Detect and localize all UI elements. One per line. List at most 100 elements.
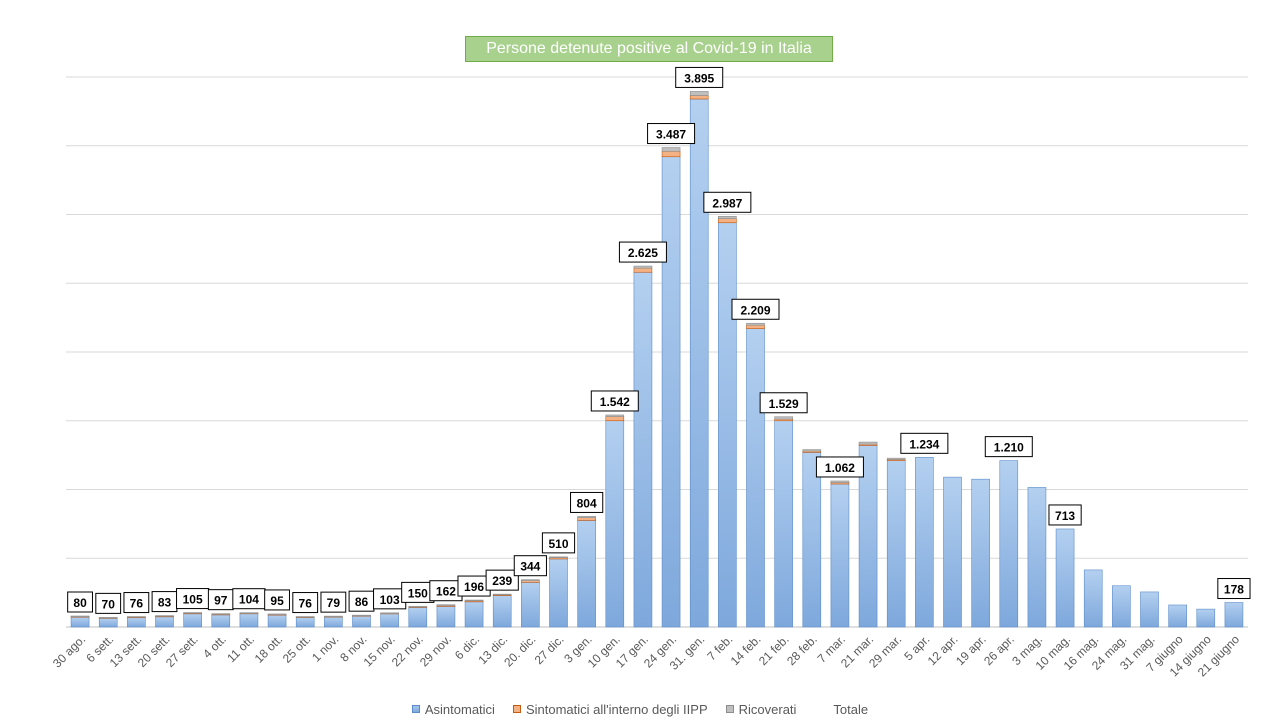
label-text: 95 bbox=[270, 594, 284, 608]
total-label: 2.625 bbox=[618, 241, 667, 263]
legend-swatch-blue bbox=[411, 705, 420, 713]
label-text: 162 bbox=[436, 585, 456, 599]
bar-segment bbox=[267, 614, 287, 628]
bar-segment bbox=[324, 615, 343, 618]
total-label: 239 bbox=[485, 569, 519, 591]
total-label: 80 bbox=[67, 591, 93, 613]
label-text: 1.234 bbox=[909, 437, 939, 451]
label-text: 97 bbox=[214, 594, 228, 608]
bar-segment bbox=[605, 416, 625, 422]
label-text: 3.487 bbox=[656, 128, 686, 142]
bar-segment bbox=[999, 460, 1019, 628]
label-text: 178 bbox=[1224, 583, 1244, 597]
bar-segment bbox=[577, 517, 596, 521]
total-label: 1.234 bbox=[900, 432, 949, 454]
bar-segment bbox=[1083, 569, 1103, 628]
total-label: 76 bbox=[292, 592, 319, 614]
label-text: 1.210 bbox=[994, 441, 1024, 455]
bar-segment bbox=[521, 582, 540, 628]
label-text: 2.987 bbox=[712, 196, 742, 210]
total-label: 1.542 bbox=[590, 390, 639, 412]
bar-segment bbox=[183, 613, 202, 628]
total-label: 178 bbox=[1217, 578, 1251, 600]
bar-segment bbox=[718, 222, 737, 628]
label-box bbox=[1217, 578, 1251, 600]
total-label: 3.895 bbox=[675, 66, 724, 88]
x-tick-label: 20. dic. bbox=[501, 632, 538, 669]
label-text: 103 bbox=[380, 593, 400, 607]
bar-segment bbox=[239, 612, 259, 614]
total-label: 713 bbox=[1048, 504, 1082, 526]
bar-segment bbox=[689, 91, 709, 96]
label-text: 804 bbox=[577, 496, 597, 510]
label-text: 1.542 bbox=[600, 395, 630, 409]
label-box bbox=[320, 591, 347, 613]
bar-segment bbox=[718, 218, 737, 224]
legend-item-asintomatici: Asintomatici bbox=[411, 700, 495, 718]
bar-segment bbox=[661, 156, 681, 628]
bar-segment bbox=[436, 604, 456, 606]
label-text: 86 bbox=[355, 595, 369, 609]
bar-segment bbox=[718, 215, 737, 219]
label-box bbox=[292, 592, 319, 614]
label-text: 83 bbox=[158, 596, 172, 610]
bar-segment bbox=[549, 556, 568, 558]
total-label: 510 bbox=[541, 532, 576, 554]
label-text: 1.062 bbox=[825, 461, 855, 475]
bar-segment bbox=[183, 612, 202, 614]
bar-segment bbox=[577, 516, 596, 518]
bar-segment bbox=[830, 483, 850, 628]
label-text: 239 bbox=[492, 574, 512, 588]
label-text: 150 bbox=[408, 586, 428, 600]
label-box bbox=[759, 392, 808, 414]
bar-segment bbox=[295, 617, 315, 628]
bar-segment bbox=[633, 271, 653, 628]
bar-segment bbox=[886, 457, 906, 460]
bar-segment bbox=[689, 95, 709, 100]
legend-swatch-orange bbox=[512, 705, 521, 713]
label-box bbox=[815, 456, 864, 478]
bar-segment bbox=[661, 147, 681, 152]
total-label: 86 bbox=[348, 590, 375, 612]
bar-segment bbox=[127, 616, 146, 618]
total-label: 1.062 bbox=[815, 456, 864, 478]
x-tick-label: 30 ago. bbox=[50, 632, 88, 670]
bar-segment bbox=[886, 460, 906, 628]
total-labels: 80 70 76 83 105 97 104 95 76 79 86 103 150 162 196 239 3… bbox=[67, 66, 1251, 614]
label-text: 76 bbox=[299, 597, 313, 611]
bar-segment bbox=[211, 614, 231, 628]
label-text: 196 bbox=[464, 580, 484, 594]
label-box bbox=[541, 532, 576, 554]
bar-segment bbox=[267, 613, 287, 616]
bar-segment bbox=[633, 267, 653, 273]
label-box bbox=[703, 191, 752, 213]
bar-segment bbox=[1027, 487, 1047, 628]
label-text: 70 bbox=[102, 597, 116, 611]
total-label: 3.487 bbox=[647, 123, 696, 145]
x-tick-label: 12 apr. bbox=[925, 632, 961, 668]
bar-segment bbox=[802, 449, 822, 452]
label-box bbox=[900, 432, 949, 454]
total-label: 162 bbox=[429, 580, 463, 602]
bar-segment bbox=[633, 265, 653, 269]
bar-segment bbox=[155, 616, 174, 628]
legend-item-sintomatici: Sintomatici all'interno degli IIPP bbox=[512, 700, 708, 718]
label-text: 2.625 bbox=[628, 246, 658, 260]
x-tick-label: 27 dic. bbox=[532, 632, 567, 667]
bar-segment bbox=[521, 579, 540, 581]
total-label: 95 bbox=[264, 589, 290, 611]
total-label: 1.210 bbox=[984, 436, 1033, 458]
x-tick-label: 14 feb. bbox=[728, 632, 764, 668]
x-tick-label: 29 nov. bbox=[417, 632, 454, 669]
label-box bbox=[675, 66, 724, 88]
total-label: 150 bbox=[401, 581, 435, 603]
bar-segment bbox=[155, 615, 174, 617]
bar-segment bbox=[858, 441, 878, 445]
label-text: 2.209 bbox=[740, 303, 770, 317]
x-tick-label: 25 ott. bbox=[280, 632, 313, 665]
x-tick-label: 1 nov. bbox=[309, 632, 341, 664]
label-box bbox=[647, 123, 696, 145]
bar-segment bbox=[70, 615, 90, 618]
label-box bbox=[984, 436, 1033, 458]
